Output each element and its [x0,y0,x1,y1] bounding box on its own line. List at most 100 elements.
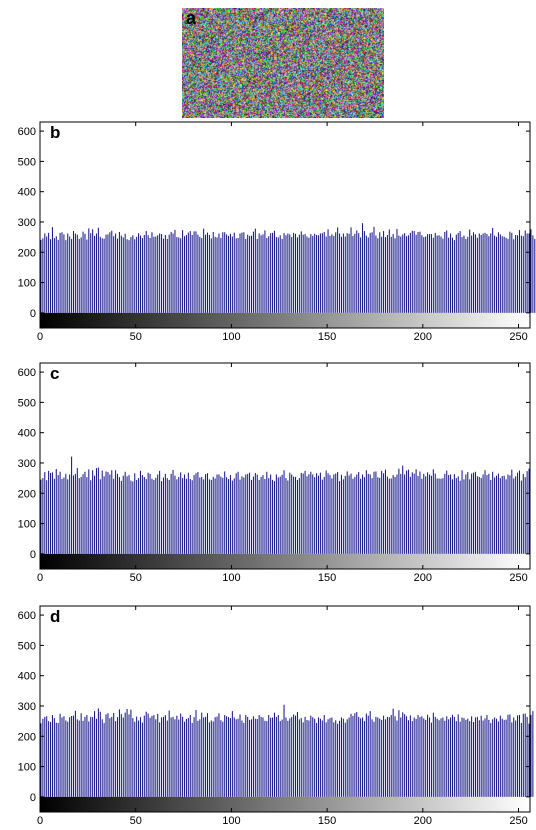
histogram-bar [151,232,153,313]
histogram-bar [430,475,432,554]
histogram-bar [139,717,142,797]
histogram-bar [50,239,52,313]
histogram-bar [145,231,147,313]
histogram-bar [84,233,86,313]
histogram-bar [212,476,214,554]
histogram-bar [69,236,71,313]
histogram-bar [237,718,239,797]
histogram-bar [120,714,122,797]
histogram-bar [465,474,467,554]
histogram-bar [116,238,119,313]
histogram-bar [440,478,442,554]
histogram-bar [501,476,503,554]
histogram-bar [335,720,337,797]
histogram-bar [105,234,107,313]
histogram-bar [155,236,157,313]
histogram-bar [398,710,400,797]
histogram-bar [69,717,71,797]
histogram-bar [434,716,436,797]
histogram-bar [356,712,358,797]
histogram-bar [300,231,302,313]
histogram-bar [438,720,440,797]
histogram-bar [270,717,272,797]
histogram-bar [371,232,373,313]
histogram-bar [254,472,256,554]
histogram-bar [476,476,478,554]
histogram-bar [166,478,168,554]
histogram-bar [291,474,293,554]
y-tick-label: 100 [18,278,36,290]
histogram-bar [166,238,168,313]
histogram-bar [310,234,312,313]
x-tick-label: 0 [37,815,43,827]
histogram-bar [260,476,262,554]
histogram-bar [534,238,536,313]
histogram-bar [310,715,312,797]
histogram-bar [250,235,253,313]
histogram-bar [304,234,306,313]
histogram-bar [352,715,354,797]
histogram-bar [295,476,297,554]
histogram-bar [231,711,233,797]
x-tick-label: 200 [414,815,432,827]
histogram-bar [329,718,331,797]
histogram-bar [277,477,279,554]
histogram-bar [138,233,140,313]
histogram-bar [423,718,425,797]
histogram-bar [220,720,222,797]
histogram-bar [51,472,53,554]
histogram-bar [476,716,478,797]
histogram-bar [352,235,354,313]
histogram-bar [270,474,272,554]
histogram-bar [300,718,302,797]
histogram-bar [392,475,394,554]
histogram-bar [488,473,490,554]
histogram-bar [224,715,226,797]
histogram-bar [126,239,128,313]
histogram-bar [425,236,427,313]
panel-label-d: d [50,607,60,626]
histogram-bar [298,234,300,313]
histogram-bar [436,718,438,797]
histogram-bar [97,467,99,554]
histogram-bar [132,481,134,554]
histogram-bar [241,720,243,797]
histogram-bar [427,714,429,797]
histogram-bar [205,716,207,797]
histogram-bar [279,721,281,797]
histogram-bar [323,231,325,313]
histogram-bar [340,717,342,797]
histogram-bar [415,469,417,554]
histogram-bar [218,474,220,554]
histogram-bar [256,719,258,797]
histogram-bar [478,233,480,313]
histogram-bar [141,722,143,797]
histogram-bar [461,237,463,313]
histogram-bar [453,716,455,797]
histogram-bar [180,238,182,313]
histogram-bar [518,230,520,313]
histogram-bar [264,720,266,797]
histogram-bar [84,716,86,797]
histogram-bar [80,713,82,797]
histogram-bar [208,722,210,797]
histogram-bar [499,715,501,797]
histogram-bar [295,233,297,313]
histogram-bar [241,232,243,313]
histogram-bar [396,720,398,797]
histogram-bar [275,716,277,797]
histogram-bar [501,718,503,797]
histogram-bar [128,240,130,313]
histogram-bar [97,227,99,313]
histogram-bar [499,234,501,313]
histogram-bar [321,479,323,554]
histogram-bar [103,476,105,554]
histogram-bar [486,715,488,797]
histogram-bar [446,230,448,313]
histogram-bar [176,237,178,313]
histogram-bar [237,238,239,313]
histogram-bar [417,476,419,554]
histogram-bar [495,475,498,554]
histogram-bar [340,474,342,554]
histogram-bar [220,476,222,554]
